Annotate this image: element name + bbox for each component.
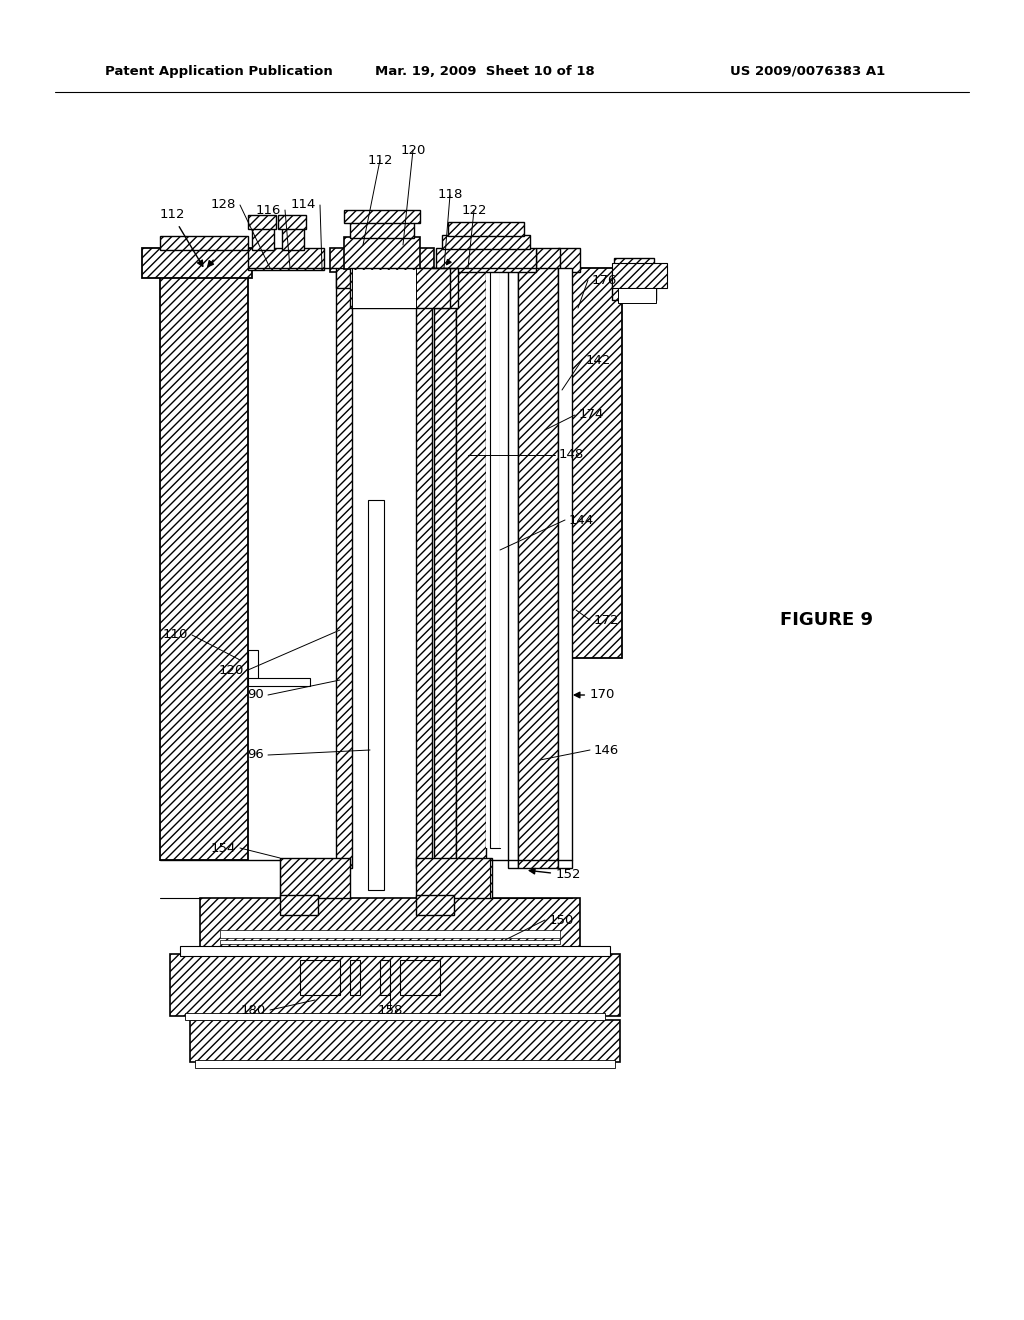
Text: 150: 150 [549, 913, 574, 927]
Bar [486, 268, 490, 847]
Text: 112: 112 [368, 153, 393, 166]
Bar [368, 500, 384, 890]
Bar [190, 1020, 620, 1063]
Bar [252, 228, 274, 249]
Text: 120: 120 [400, 144, 426, 157]
Text: 112: 112 [160, 209, 203, 267]
Bar [220, 940, 560, 944]
Bar [278, 215, 306, 228]
Text: 170: 170 [574, 689, 615, 701]
Bar [350, 222, 414, 238]
Bar [180, 946, 610, 956]
Bar [380, 960, 390, 995]
Bar [558, 268, 572, 869]
Bar [185, 1012, 605, 1020]
Bar [248, 248, 324, 271]
Bar [280, 895, 318, 915]
Bar [490, 268, 500, 847]
Bar [350, 268, 450, 308]
Bar [280, 858, 350, 898]
Text: FIGURE 9: FIGURE 9 [780, 611, 873, 630]
Bar [400, 960, 440, 995]
Bar [612, 263, 667, 288]
Text: 172: 172 [594, 614, 620, 627]
Bar [330, 248, 434, 272]
Bar [220, 946, 560, 950]
Bar [344, 210, 420, 223]
Bar [248, 215, 276, 228]
Bar [248, 678, 310, 686]
Text: 128: 128 [211, 198, 236, 211]
Text: 120: 120 [219, 664, 244, 676]
Bar [536, 248, 560, 272]
Bar [282, 228, 304, 249]
Bar [558, 248, 580, 272]
Bar [500, 268, 508, 847]
Bar [614, 257, 654, 273]
Bar [508, 268, 518, 869]
Text: Mar. 19, 2009  Sheet 10 of 18: Mar. 19, 2009 Sheet 10 of 18 [375, 65, 595, 78]
Text: 158: 158 [377, 1003, 402, 1016]
Bar [300, 960, 340, 995]
Text: 144: 144 [569, 513, 594, 527]
Bar [350, 960, 360, 995]
Text: 154: 154 [211, 842, 236, 854]
Text: 146: 146 [594, 743, 620, 756]
Bar [612, 272, 656, 300]
Bar [344, 238, 420, 269]
Text: 148: 148 [559, 449, 585, 462]
Bar [434, 268, 456, 869]
Text: 118: 118 [437, 189, 463, 202]
Bar [436, 248, 536, 272]
Text: US 2009/0076383 A1: US 2009/0076383 A1 [730, 65, 886, 78]
Bar [449, 222, 524, 236]
Bar [160, 271, 248, 861]
Bar [352, 268, 416, 869]
Bar [220, 931, 560, 939]
Bar [416, 895, 454, 915]
Bar [248, 649, 258, 680]
Text: 176: 176 [592, 273, 617, 286]
Text: 116: 116 [256, 203, 281, 216]
Text: 142: 142 [586, 354, 611, 367]
Bar [416, 268, 432, 869]
Bar [336, 268, 428, 288]
Bar [142, 248, 252, 279]
Text: 174: 174 [579, 408, 604, 421]
Bar [518, 268, 558, 869]
Bar [336, 268, 352, 869]
Bar [195, 1060, 615, 1068]
Text: 152: 152 [529, 869, 582, 882]
Text: 110: 110 [163, 628, 188, 642]
Bar [352, 271, 416, 308]
Bar [416, 858, 492, 898]
Bar [160, 236, 248, 249]
Bar [200, 898, 580, 954]
Text: 114: 114 [291, 198, 316, 211]
Text: 180: 180 [241, 1003, 266, 1016]
Text: 96: 96 [247, 748, 264, 762]
Text: Patent Application Publication: Patent Application Publication [105, 65, 333, 78]
Bar [442, 235, 530, 249]
Bar [572, 268, 622, 657]
Bar [432, 268, 458, 308]
Text: 90: 90 [247, 689, 264, 701]
Bar [170, 954, 620, 1016]
Text: 122: 122 [461, 203, 486, 216]
Bar [618, 288, 656, 304]
Bar [456, 268, 486, 869]
